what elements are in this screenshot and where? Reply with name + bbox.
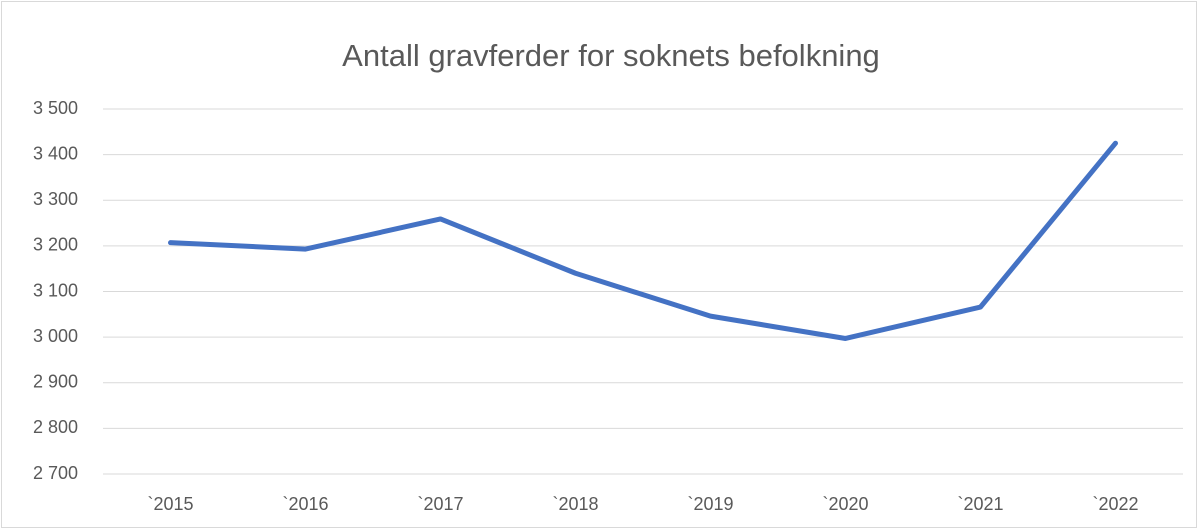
y-tick-label: 2 900 xyxy=(33,372,78,392)
y-tick-label: 3 400 xyxy=(33,143,78,163)
y-tick-label: 2 800 xyxy=(33,417,78,437)
x-tick-label: `2015 xyxy=(147,494,193,514)
y-tick-label: 3 100 xyxy=(33,280,78,300)
x-tick-label: `2019 xyxy=(687,494,733,514)
y-tick-label: 3 200 xyxy=(33,235,78,255)
x-tick-label: `2016 xyxy=(282,494,328,514)
y-tick-label: 3 000 xyxy=(33,326,78,346)
x-tick-label: `2021 xyxy=(957,494,1003,514)
x-tick-label: `2017 xyxy=(417,494,463,514)
chart-title: Antall gravferder for soknets befolkning xyxy=(342,38,880,73)
y-tick-label: 3 500 xyxy=(33,98,78,118)
y-tick-label: 2 700 xyxy=(33,463,78,483)
x-tick-label: `2022 xyxy=(1092,494,1138,514)
x-tick-label: `2018 xyxy=(552,494,598,514)
y-tick-label: 3 300 xyxy=(33,189,78,209)
x-tick-label: `2020 xyxy=(822,494,868,514)
data-line xyxy=(168,140,1118,341)
